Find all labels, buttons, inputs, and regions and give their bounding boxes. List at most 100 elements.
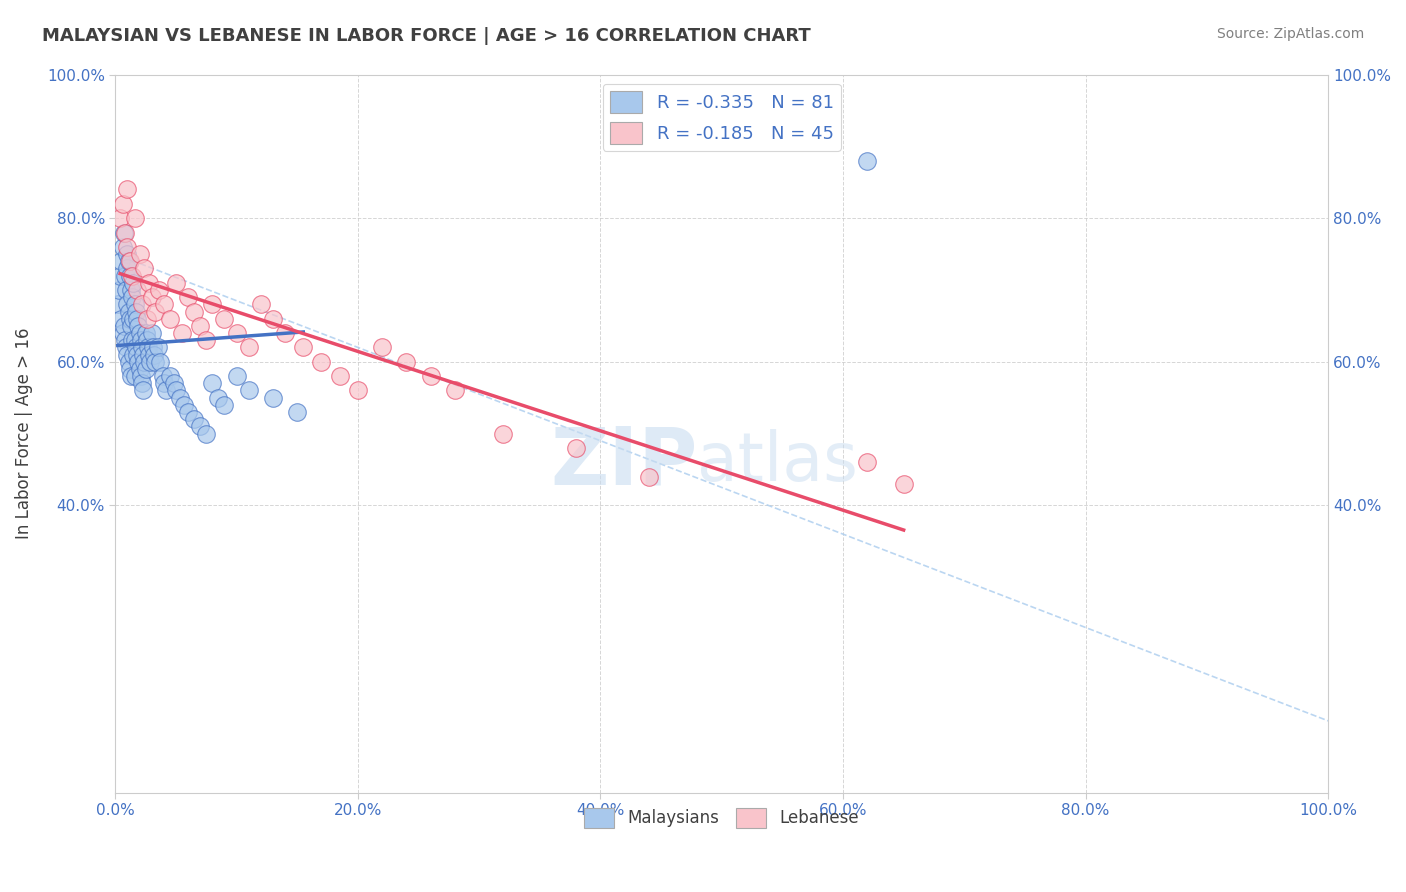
Point bbox=[125, 304, 148, 318]
Point bbox=[122, 276, 145, 290]
Point bbox=[111, 196, 134, 211]
Point bbox=[128, 362, 150, 376]
Point bbox=[117, 247, 139, 261]
Point bbox=[149, 355, 172, 369]
Point bbox=[138, 348, 160, 362]
Point bbox=[136, 340, 159, 354]
Point bbox=[138, 276, 160, 290]
Point bbox=[124, 333, 146, 347]
Point bbox=[165, 276, 187, 290]
Text: MALAYSIAN VS LEBANESE IN LABOR FORCE | AGE > 16 CORRELATION CHART: MALAYSIAN VS LEBANESE IN LABOR FORCE | A… bbox=[42, 27, 811, 45]
Point bbox=[121, 268, 143, 283]
Point bbox=[195, 426, 218, 441]
Point bbox=[143, 348, 166, 362]
Point bbox=[111, 326, 134, 340]
Point bbox=[444, 384, 467, 398]
Point bbox=[262, 311, 284, 326]
Point bbox=[115, 283, 138, 297]
Point bbox=[135, 311, 157, 326]
Point bbox=[856, 455, 879, 469]
Point bbox=[124, 369, 146, 384]
Point bbox=[124, 297, 146, 311]
Point bbox=[111, 240, 134, 254]
Point bbox=[118, 254, 141, 268]
Point bbox=[135, 362, 157, 376]
Point bbox=[177, 405, 200, 419]
Point bbox=[122, 311, 145, 326]
Point bbox=[292, 340, 315, 354]
Point bbox=[107, 297, 129, 311]
Point bbox=[155, 384, 177, 398]
Point bbox=[122, 348, 145, 362]
Point bbox=[117, 254, 139, 268]
Text: Source: ZipAtlas.com: Source: ZipAtlas.com bbox=[1216, 27, 1364, 41]
Point bbox=[124, 211, 146, 226]
Point bbox=[128, 247, 150, 261]
Point bbox=[132, 348, 155, 362]
Point bbox=[250, 297, 273, 311]
Point bbox=[112, 226, 135, 240]
Point bbox=[177, 290, 200, 304]
Point bbox=[285, 405, 308, 419]
Point bbox=[165, 384, 187, 398]
Point bbox=[127, 283, 149, 297]
Point bbox=[110, 311, 132, 326]
Point bbox=[142, 340, 165, 354]
Point bbox=[120, 318, 142, 333]
Point bbox=[108, 268, 131, 283]
Point bbox=[141, 290, 163, 304]
Point bbox=[112, 318, 135, 333]
Point bbox=[131, 340, 153, 354]
Point bbox=[169, 391, 191, 405]
Point bbox=[117, 261, 139, 276]
Point bbox=[117, 355, 139, 369]
Point bbox=[173, 398, 195, 412]
Point bbox=[311, 355, 333, 369]
Point bbox=[347, 384, 370, 398]
Point bbox=[117, 304, 139, 318]
Point bbox=[159, 311, 181, 326]
Point bbox=[114, 268, 136, 283]
Point bbox=[238, 340, 260, 354]
Text: atlas: atlas bbox=[697, 429, 858, 495]
Point bbox=[131, 376, 153, 391]
Point bbox=[115, 340, 138, 354]
Point bbox=[128, 326, 150, 340]
Point bbox=[274, 326, 297, 340]
Point bbox=[638, 469, 661, 483]
Point bbox=[162, 376, 184, 391]
Point bbox=[121, 333, 143, 347]
Point bbox=[238, 384, 260, 398]
Point bbox=[129, 369, 152, 384]
Point bbox=[108, 283, 131, 297]
Point bbox=[118, 362, 141, 376]
Point bbox=[419, 369, 441, 384]
Point bbox=[114, 226, 136, 240]
Point bbox=[117, 182, 139, 196]
Point bbox=[262, 391, 284, 405]
Point bbox=[117, 240, 139, 254]
Point bbox=[117, 348, 139, 362]
Point bbox=[146, 340, 169, 354]
Point bbox=[110, 254, 132, 268]
Point bbox=[893, 476, 915, 491]
Point bbox=[135, 326, 157, 340]
Point bbox=[127, 348, 149, 362]
Point bbox=[201, 297, 224, 311]
Point bbox=[118, 311, 141, 326]
Point bbox=[134, 355, 156, 369]
Point bbox=[108, 211, 131, 226]
Point bbox=[127, 311, 149, 326]
Point bbox=[214, 311, 236, 326]
Point bbox=[195, 333, 218, 347]
Legend: Malaysians, Lebanese: Malaysians, Lebanese bbox=[578, 801, 866, 835]
Point bbox=[153, 297, 176, 311]
Point bbox=[329, 369, 352, 384]
Point bbox=[225, 326, 247, 340]
Point bbox=[127, 355, 149, 369]
Point bbox=[170, 326, 193, 340]
Point bbox=[207, 391, 229, 405]
Point bbox=[120, 283, 142, 297]
Point bbox=[120, 369, 142, 384]
Point bbox=[121, 290, 143, 304]
